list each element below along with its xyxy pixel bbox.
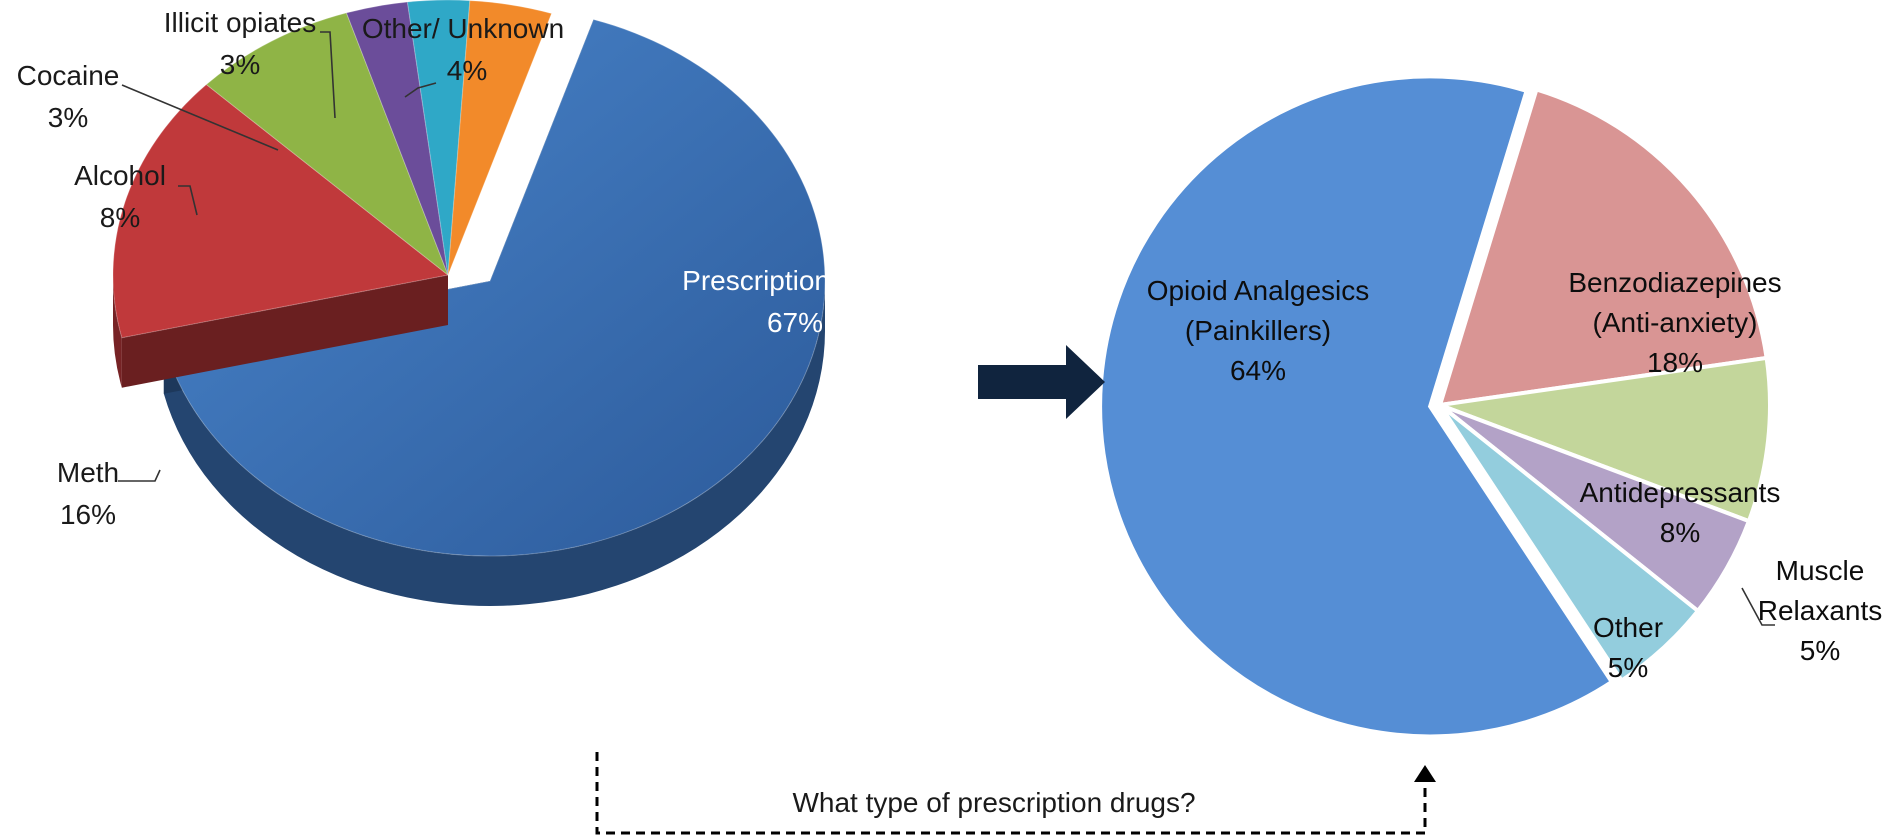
arrowhead-up-icon <box>1414 765 1436 782</box>
pie-slice-side <box>163 281 825 607</box>
slice-value-label: 3% <box>220 49 260 80</box>
pie-slice-top <box>345 1 449 276</box>
dashed-connector <box>595 752 1427 835</box>
label-cocaine: Cocaine 3% <box>17 60 279 151</box>
slice-label: Other/ Unknown <box>362 13 564 44</box>
pie-slice-side <box>113 275 122 388</box>
bridge-label: What type of prescription drugs? <box>792 787 1195 818</box>
leader-line <box>1741 587 1775 626</box>
slice-label: Cocaine <box>17 60 120 91</box>
leader-line <box>121 84 279 151</box>
slice-label: Benzodiazepines <box>1568 267 1781 298</box>
slice-value-label: 3% <box>48 102 88 133</box>
slice-value-label: 5% <box>1800 635 1840 666</box>
slice-label: Opioid Analgesics <box>1147 275 1370 306</box>
label-benzodiazepines-anti-anxiety: Benzodiazepines (Anti-anxiety) 18% <box>1568 267 1781 378</box>
slice-label: Alcohol <box>74 160 166 191</box>
leader-line <box>178 185 198 216</box>
pie-slice-other-unknown <box>447 0 553 276</box>
label-opioid-analgesics-painkillers: Opioid Analgesics (Painkillers) 64% <box>1147 275 1370 386</box>
label-meth: Meth 16% <box>57 457 161 530</box>
slice-value-label: 4% <box>447 55 487 86</box>
slice-value-label: 18% <box>1647 347 1703 378</box>
slice-value-label: 8% <box>100 202 140 233</box>
slice-value-label: 16% <box>60 499 116 530</box>
pie-slice-top <box>112 83 450 339</box>
pie-slice-top <box>447 0 553 276</box>
slice-value-label: 5% <box>1608 652 1648 683</box>
leader-line <box>118 469 161 482</box>
label-prescription-drugs: Prescription drugs 67% <box>682 265 908 338</box>
slice-label: (Painkillers) <box>1185 315 1331 346</box>
arrow-right-icon <box>978 345 1105 419</box>
slice-label: Muscle <box>1776 555 1865 586</box>
label-alcohol: Alcohol 8% <box>74 160 198 233</box>
slice-value-label: 8% <box>1660 517 1700 548</box>
slice-label: Antidepressants <box>1580 477 1781 508</box>
slice-label: Meth <box>57 457 119 488</box>
pie-slice-top <box>163 18 826 557</box>
slice-value-label: 67% <box>767 307 823 338</box>
slice-label: Prescription drugs <box>682 265 908 296</box>
pie-slice-top <box>406 0 471 276</box>
pie-slice-cocaine <box>345 1 449 276</box>
slice-label: (Anti-anxiety) <box>1593 307 1758 338</box>
pie-slice-meth <box>112 83 450 388</box>
label-other-unknown: Other/ Unknown 4% <box>362 13 564 98</box>
pie-slice-illicit-opiates <box>406 0 471 276</box>
label-illicit-opiates: Illicit opiates 3% <box>164 7 336 119</box>
label-muscle-relaxants: Muscle Relaxants 5% <box>1741 555 1883 666</box>
pie-slice-opioid-analgesics-painkillers <box>1098 74 1615 739</box>
pie-slice-alcohol <box>205 12 450 277</box>
slice-label: Relaxants <box>1758 595 1883 626</box>
label-other: Other 5% <box>1593 612 1663 683</box>
pie-slice-top <box>205 12 450 277</box>
label-antidepressants: Antidepressants 8% <box>1580 477 1781 548</box>
leader-line <box>320 31 336 119</box>
pie-slice-benzodiazepines-anti-anxiety <box>1437 86 1769 408</box>
connectors: What type of prescription drugs? <box>595 345 1436 835</box>
right-pie-chart <box>1098 74 1772 739</box>
left-pie-chart <box>112 0 826 607</box>
slice-label: Illicit opiates <box>164 7 317 38</box>
slice-value-label: 64% <box>1230 355 1286 386</box>
chart-labels: Prescription drugs 67% Meth 16% Alcohol 8% Coc… <box>17 7 1883 683</box>
pie-slice-wall <box>121 275 449 388</box>
pie-slice-antidepressants <box>1439 355 1772 524</box>
pie-slice-other <box>1438 403 1701 684</box>
slice-label: Other <box>1593 612 1663 643</box>
leader-line <box>404 82 437 98</box>
